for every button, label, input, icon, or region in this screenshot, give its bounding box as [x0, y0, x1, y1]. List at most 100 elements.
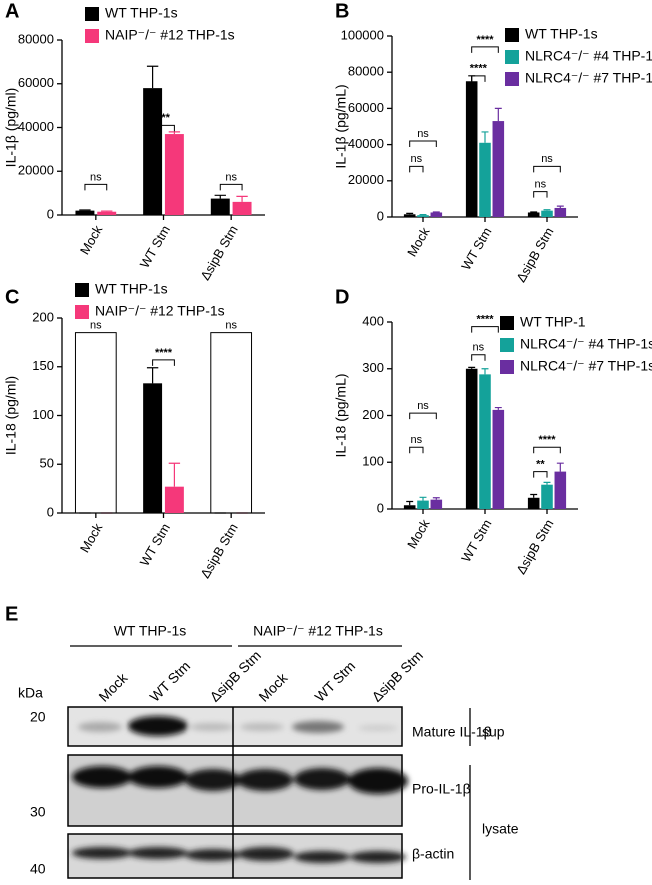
legend-swatch [85, 7, 99, 21]
x-tick-label: ΔsipB Stm [513, 225, 556, 285]
error-bar [481, 131, 489, 143]
band [128, 766, 188, 788]
lane-labels: Mock WT Stm ΔsipB Stm Mock WT Stm ΔsipB … [95, 647, 426, 705]
sig-label: ns [411, 153, 423, 165]
band [358, 725, 398, 731]
band [78, 722, 122, 732]
legend-swatch [85, 29, 99, 43]
bar [143, 88, 163, 215]
bar [554, 207, 567, 217]
legend-label: NLRC4⁻/⁻ #4 THP-1s [525, 48, 652, 64]
error-bar [530, 493, 538, 498]
sig-label: **** [470, 63, 488, 75]
legend-swatch [500, 316, 514, 330]
band [238, 847, 294, 861]
band [240, 723, 284, 731]
y-axis-label: IL-18 (pg/mL) [333, 373, 349, 457]
error-bar [543, 209, 551, 211]
sig-label: **** [155, 347, 173, 359]
ns-box [74, 332, 117, 514]
sig-bracket [471, 75, 486, 82]
bar [430, 499, 443, 509]
y-tick-label: 0 [377, 500, 384, 515]
band [185, 849, 241, 861]
sig-bracket [471, 326, 499, 333]
ns-box [210, 332, 253, 514]
sig-label: ns [473, 342, 485, 354]
bar [492, 121, 505, 217]
x-tick-label: WT Stm [458, 517, 494, 565]
band [294, 768, 350, 790]
sig-label: ns [225, 171, 237, 183]
sig-label: **** [476, 34, 494, 46]
sig-bracket [152, 359, 175, 366]
sig-bracket [409, 412, 437, 420]
sig-label: ** [536, 459, 545, 471]
bar [479, 142, 491, 217]
y-tick-label: 80000 [18, 31, 54, 46]
sig-bracket [533, 165, 561, 173]
band [72, 766, 132, 788]
y-tick-label: 0 [47, 504, 54, 519]
legend-label: WT THP-1s [95, 281, 168, 297]
band [128, 716, 188, 736]
lane-label: WT Stm [311, 658, 358, 705]
bar [143, 383, 163, 513]
x-tick-label: Mock [77, 222, 106, 257]
panel-letter: E [5, 603, 18, 625]
error-bar [543, 481, 551, 485]
sig-label: ns [90, 320, 102, 332]
legend-label: WT THP-1s [105, 5, 178, 21]
sig-label: ns [225, 320, 237, 332]
y-tick-label: 0 [377, 208, 384, 223]
legend-label: WT THP-1 [520, 314, 586, 330]
y-tick-label: 60000 [348, 100, 384, 115]
error-bar [494, 107, 502, 122]
bar [465, 368, 478, 509]
bar [527, 497, 540, 509]
fraction-label: sup [482, 724, 505, 740]
bar [232, 201, 252, 215]
error-bar [432, 497, 440, 500]
band [350, 851, 406, 863]
error-bar [406, 212, 414, 215]
row-label: β-actin [412, 846, 454, 862]
bar [430, 212, 443, 217]
y-tick-label: 40000 [18, 119, 54, 134]
error-bar [168, 131, 181, 135]
band [292, 721, 344, 733]
bar [465, 81, 478, 217]
bar [541, 210, 553, 217]
error-bar [556, 462, 564, 472]
y-axis-label: IL-1β (pg/ml) [3, 88, 19, 168]
sig-label: ns [535, 179, 547, 191]
sig-bracket [409, 140, 437, 147]
group-label: NAIP⁻/⁻ #12 THP-1s [253, 623, 383, 639]
sig-label: ns [541, 153, 553, 165]
sig-label: ns [417, 128, 429, 140]
bar [75, 210, 95, 215]
sig-bracket [533, 446, 561, 454]
error-bar [236, 195, 248, 202]
legend-label: WT THP-1s [525, 26, 598, 42]
y-axis-label: IL-18 (pg/ml) [3, 376, 19, 455]
lane-label: ΔsipB Stm [206, 647, 264, 705]
sig-bracket [84, 183, 108, 191]
bar [164, 486, 184, 513]
legend-swatch [505, 50, 519, 64]
bar [417, 215, 429, 217]
y-tick-label: 80000 [348, 64, 384, 79]
y-axis-label: IL-1β (pg/mL) [333, 84, 349, 168]
marker: 20 [30, 709, 46, 725]
legend-swatch [500, 338, 514, 352]
y-tick-label: 20000 [348, 172, 384, 187]
x-tick-label: ΔsipB Stm [513, 517, 556, 577]
panel-letter: B [335, 0, 349, 22]
y-tick-label: 50 [40, 456, 54, 471]
y-tick-label: 40000 [348, 136, 384, 151]
blot-strip [67, 706, 403, 747]
error-bar [101, 210, 113, 212]
legend-label: NLRC4⁻/⁻ #4 THP-1s [520, 336, 652, 352]
bar [527, 212, 540, 217]
y-tick-label: 100000 [341, 27, 384, 42]
